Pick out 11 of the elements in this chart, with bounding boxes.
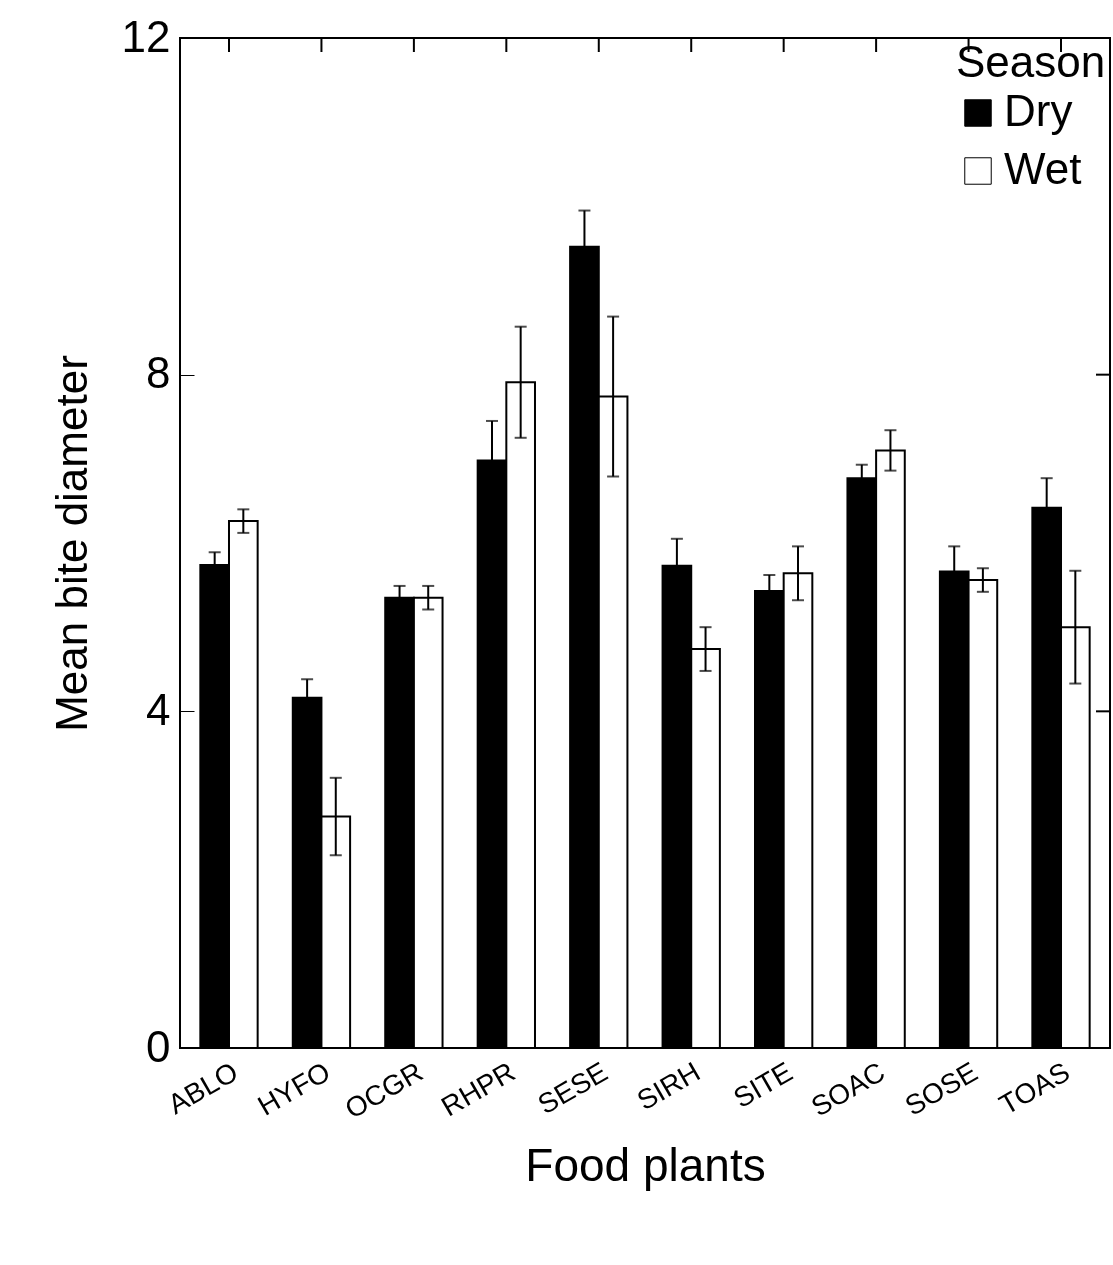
y-tick-label: 8 <box>146 348 171 398</box>
legend-label: Wet <box>1004 144 1082 193</box>
x-tick-label: SIRH <box>631 1055 706 1117</box>
legend-label: Dry <box>1004 86 1073 135</box>
y-axis-title: Mean bite diameter <box>46 355 96 732</box>
y-tick-label: 12 <box>121 11 171 61</box>
legend-title: Season <box>956 37 1106 86</box>
y-tick-label: 0 <box>146 1021 171 1071</box>
y-tick-label: 4 <box>146 684 171 734</box>
x-tick-label: SITE <box>728 1055 798 1114</box>
x-axis-title: Food plants <box>525 1138 766 1191</box>
